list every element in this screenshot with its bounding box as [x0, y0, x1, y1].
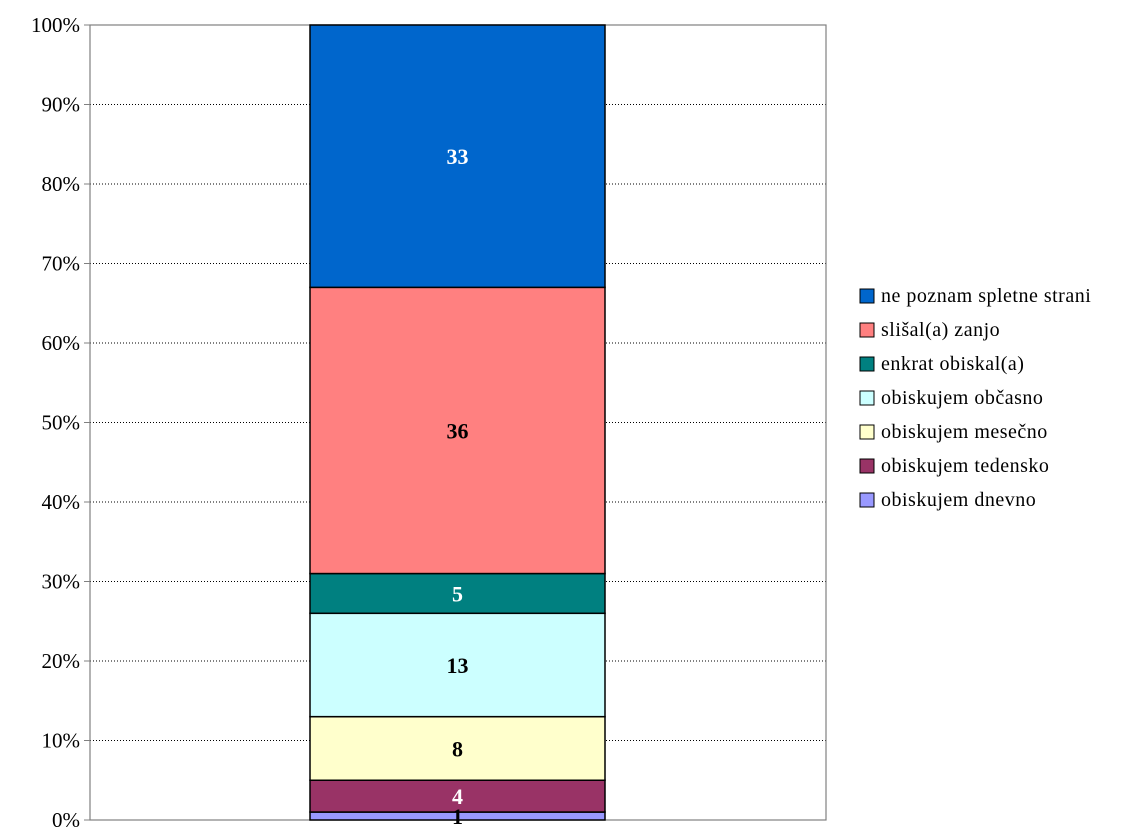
y-tick-label: 100% — [31, 13, 80, 37]
legend-label-obiskujem-obcasno: obiskujem občasno — [881, 387, 1043, 409]
legend-swatch-obiskujem-mesecno — [859, 424, 875, 440]
bar-segment-ne-poznam-spletne-strani — [309, 24, 606, 289]
legend-swatch-slisal-a-zanjo — [859, 322, 875, 338]
bar-segment-obiskujem-obcasno — [309, 612, 606, 718]
data-label-ne-poznam-spletne-strani: 33 — [447, 144, 469, 169]
data-labels: 14 8 13 5 36 33 — [447, 144, 469, 829]
y-tick-label: 40% — [42, 490, 81, 514]
legend-swatch-ne-poznam-spletne-strani — [859, 288, 875, 304]
y-tick-label: 50% — [42, 411, 81, 435]
y-tick-label: 20% — [42, 649, 81, 673]
bar-stack — [309, 24, 606, 821]
data-label-obiskujem-tedensko: 4 — [452, 784, 463, 809]
legend-label-slisal-a-zanjo: slišal(a) zanjo — [881, 319, 1000, 341]
legend-label-obiskujem-mesecno: obiskujem mesečno — [881, 421, 1048, 443]
data-label-obiskujem-dnevno: 1 — [452, 804, 463, 828]
y-tick-label: 0% — [52, 808, 80, 828]
legend-label-obiskujem-dnevno: obiskujem dnevno — [881, 489, 1036, 511]
data-label-slisal-a-zanjo: 36 — [447, 418, 469, 443]
bar-segment-enkrat-obiskal-a — [309, 572, 606, 615]
y-tick-label: 30% — [42, 570, 81, 594]
legend-swatch-obiskujem-dnevno — [859, 492, 875, 508]
y-tick-label: 90% — [42, 93, 81, 117]
y-tick-label: 60% — [42, 331, 81, 355]
y-tick-label: 10% — [42, 729, 81, 753]
data-label-obiskujem-mesecno: 8 — [452, 736, 463, 761]
bar-segment-slisal-a-zanjo — [309, 286, 606, 575]
legend-swatch-obiskujem-tedensko — [859, 458, 875, 474]
legend-label-enkrat-obiskal-a: enkrat obiskal(a) — [881, 353, 1024, 375]
legend-swatch-enkrat-obiskal-a — [859, 356, 875, 372]
y-tick-label: 80% — [42, 172, 81, 196]
legend-swatch-obiskujem-obcasno — [859, 390, 875, 406]
y-tick-label: 70% — [42, 252, 81, 276]
bar-segment-obiskujem-tedensko — [309, 779, 606, 813]
legend-label-ne-poznam-spletne-strani: ne poznam spletne strani — [881, 285, 1091, 307]
data-label-enkrat-obiskal-a: 5 — [452, 581, 463, 606]
legend-label-obiskujem-tedensko: obiskujem tedensko — [881, 455, 1049, 477]
data-label-obiskujem-obcasno: 13 — [447, 653, 469, 678]
legend: ne poznam spletne strani slišal(a) zanjo e… — [859, 285, 1091, 511]
bar-segment-obiskujem-mesecno — [309, 715, 606, 782]
